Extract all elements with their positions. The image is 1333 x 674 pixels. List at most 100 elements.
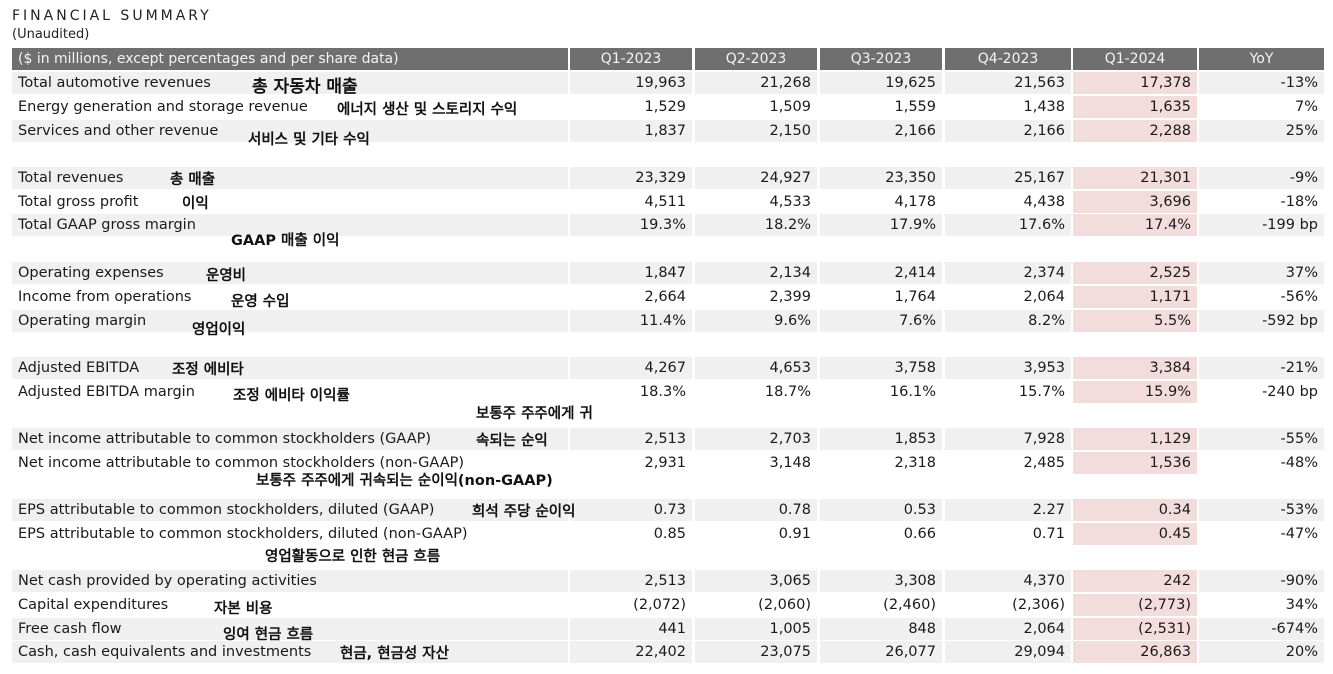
table-row: EPS attributable to common stockholders,… (0, 523, 1333, 545)
value-cell: -47% (1280, 526, 1318, 542)
korean-annotation: 영업활동으로 인한 현금 흐름 (265, 549, 441, 565)
value-cell: 16.1% (889, 384, 936, 400)
korean-annotation: 운영 수입 (231, 294, 290, 310)
korean-annotation: 조정 에비타 이익률 (233, 388, 350, 404)
value-cell: 24,927 (695, 167, 817, 189)
value-cell: 37% (1199, 262, 1324, 284)
value-cell: 21,268 (695, 72, 817, 94)
korean-annotation: 보통주 주주에게 귀속되는 순이익(non-GAAP) (256, 473, 553, 489)
value-cell: 1,853 (820, 428, 942, 450)
value-cell: 2,664 (644, 289, 686, 305)
value-cell: 18.7% (764, 384, 811, 400)
header-col-q1-2023: Q1-2023 (570, 48, 692, 70)
korean-annotation: GAAP 매출 이익 (231, 233, 340, 249)
korean-annotation: 조정 에비타 (172, 362, 244, 378)
table-row: Adjusted EBITDA margin 18.3% 18.7% 16.1% 15.… (0, 381, 1333, 403)
value-cell: 2,134 (695, 262, 817, 284)
value-cell: 4,533 (769, 194, 811, 210)
value-cell: (2,460) (883, 597, 936, 613)
korean-annotation: 서비스 및 기타 수익 (248, 132, 370, 148)
value-cell: 2,414 (820, 262, 942, 284)
value-cell: 25,167 (945, 167, 1071, 189)
highlight-cell: (2,531) (1073, 618, 1197, 640)
header-col-q3-2023: Q3-2023 (820, 48, 942, 70)
row-label: Total automotive revenues (12, 72, 568, 94)
highlight-cell: 17.4% (1073, 214, 1197, 236)
row-label: Operating margin (12, 310, 568, 332)
value-cell: -55% (1199, 428, 1324, 450)
highlight-cell: 1,171 (1073, 286, 1197, 308)
value-cell: 4,178 (894, 194, 936, 210)
value-cell: (2,072) (633, 597, 686, 613)
value-cell: -90% (1199, 570, 1324, 592)
row-label: Income from operations (18, 289, 192, 305)
value-cell: 2,318 (894, 455, 936, 471)
value-cell: 2,064 (945, 618, 1071, 640)
header-col-q1-2024: Q1-2024 (1073, 48, 1197, 70)
row-label: Net cash provided by operating activitie… (12, 570, 568, 592)
value-cell: 23,075 (695, 641, 817, 663)
value-cell: -56% (1280, 289, 1318, 305)
value-cell: 1,438 (1023, 99, 1065, 115)
korean-annotation: 희석 주당 순이익 (472, 504, 576, 520)
korean-annotation: 이익 (182, 196, 209, 212)
highlight-cell: 3,384 (1073, 357, 1197, 379)
table-row: Free cash flow 441 1,005 848 2,064 (2,531) -67… (0, 618, 1333, 640)
value-cell: 2,064 (1023, 289, 1065, 305)
report-subtitle: (Unaudited) (12, 27, 90, 42)
value-cell: 1,509 (769, 99, 811, 115)
value-cell: 2.27 (945, 499, 1071, 521)
highlight-cell: 17,378 (1073, 72, 1197, 94)
value-cell: 4,438 (1023, 194, 1065, 210)
value-cell: 34% (1285, 597, 1318, 613)
table-row: Total GAAP gross margin 19.3% 18.2% 17.9% 17… (0, 214, 1333, 236)
table-row: Operating expenses 1,847 2,134 2,414 2,374 2,… (0, 262, 1333, 284)
value-cell: 2,513 (570, 570, 692, 592)
value-cell: 15.7% (1018, 384, 1065, 400)
header-label: ($ in millions, except percentages and p… (12, 48, 568, 70)
korean-annotation: 에너지 생산 및 스토리지 수익 (337, 102, 518, 118)
value-cell: -592 bp (1199, 310, 1324, 332)
value-cell: 25% (1199, 120, 1324, 142)
row-label: EPS attributable to common stockholders,… (18, 526, 468, 542)
row-label: Total revenues (12, 167, 568, 189)
highlight-cell: (2,773) (1073, 594, 1197, 616)
value-cell: -53% (1199, 499, 1324, 521)
value-cell: 8.2% (945, 310, 1071, 332)
table-row: Cash, cash equivalents and investments 22… (0, 641, 1333, 663)
value-cell: 4,653 (695, 357, 817, 379)
row-label: Net income attributable to common stockh… (12, 428, 568, 450)
value-cell: (2,060) (758, 597, 811, 613)
row-label: Operating expenses (12, 262, 568, 284)
value-cell: 20% (1199, 641, 1324, 663)
table-row: Income from operations 2,664 2,399 1,764 2,0… (0, 286, 1333, 308)
value-cell: -9% (1199, 167, 1324, 189)
row-label: Capital expenditures (18, 597, 169, 613)
value-cell: 0.91 (778, 526, 811, 542)
value-cell: 2,374 (945, 262, 1071, 284)
table-row: Services and other revenue 1,837 2,150 2,16… (0, 120, 1333, 142)
table-row: Net cash provided by operating activitie… (0, 570, 1333, 592)
korean-annotation: 총 자동차 매출 (252, 77, 358, 97)
value-cell: 1,847 (570, 262, 692, 284)
value-cell: 848 (820, 618, 942, 640)
korean-annotation: 영업이익 (192, 322, 246, 338)
value-cell: 0.53 (820, 499, 942, 521)
table-row: Operating margin 11.4% 9.6% 7.6% 8.2% 5.5% -59… (0, 310, 1333, 332)
value-cell: 3,308 (820, 570, 942, 592)
row-label: Cash, cash equivalents and investments (12, 641, 568, 663)
table-row: Energy generation and storage revenue 1,5… (0, 96, 1333, 118)
value-cell: 1,529 (644, 99, 686, 115)
table-row: Net income attributable to common stockh… (0, 428, 1333, 450)
highlight-cell: 2,288 (1073, 120, 1197, 142)
value-cell: 3,953 (945, 357, 1071, 379)
korean-annotation: 잉여 현금 흐름 (223, 627, 314, 643)
table-row: EPS attributable to common stockholders,… (0, 499, 1333, 521)
value-cell: 2,399 (769, 289, 811, 305)
value-cell: -240 bp (1262, 384, 1318, 400)
value-cell: 23,350 (820, 167, 942, 189)
highlight-cell: 2,525 (1073, 262, 1197, 284)
highlight-cell: 26,863 (1073, 641, 1197, 663)
value-cell: 23,329 (570, 167, 692, 189)
table-row: Adjusted EBITDA 4,267 4,653 3,758 3,953 3,384… (0, 357, 1333, 379)
